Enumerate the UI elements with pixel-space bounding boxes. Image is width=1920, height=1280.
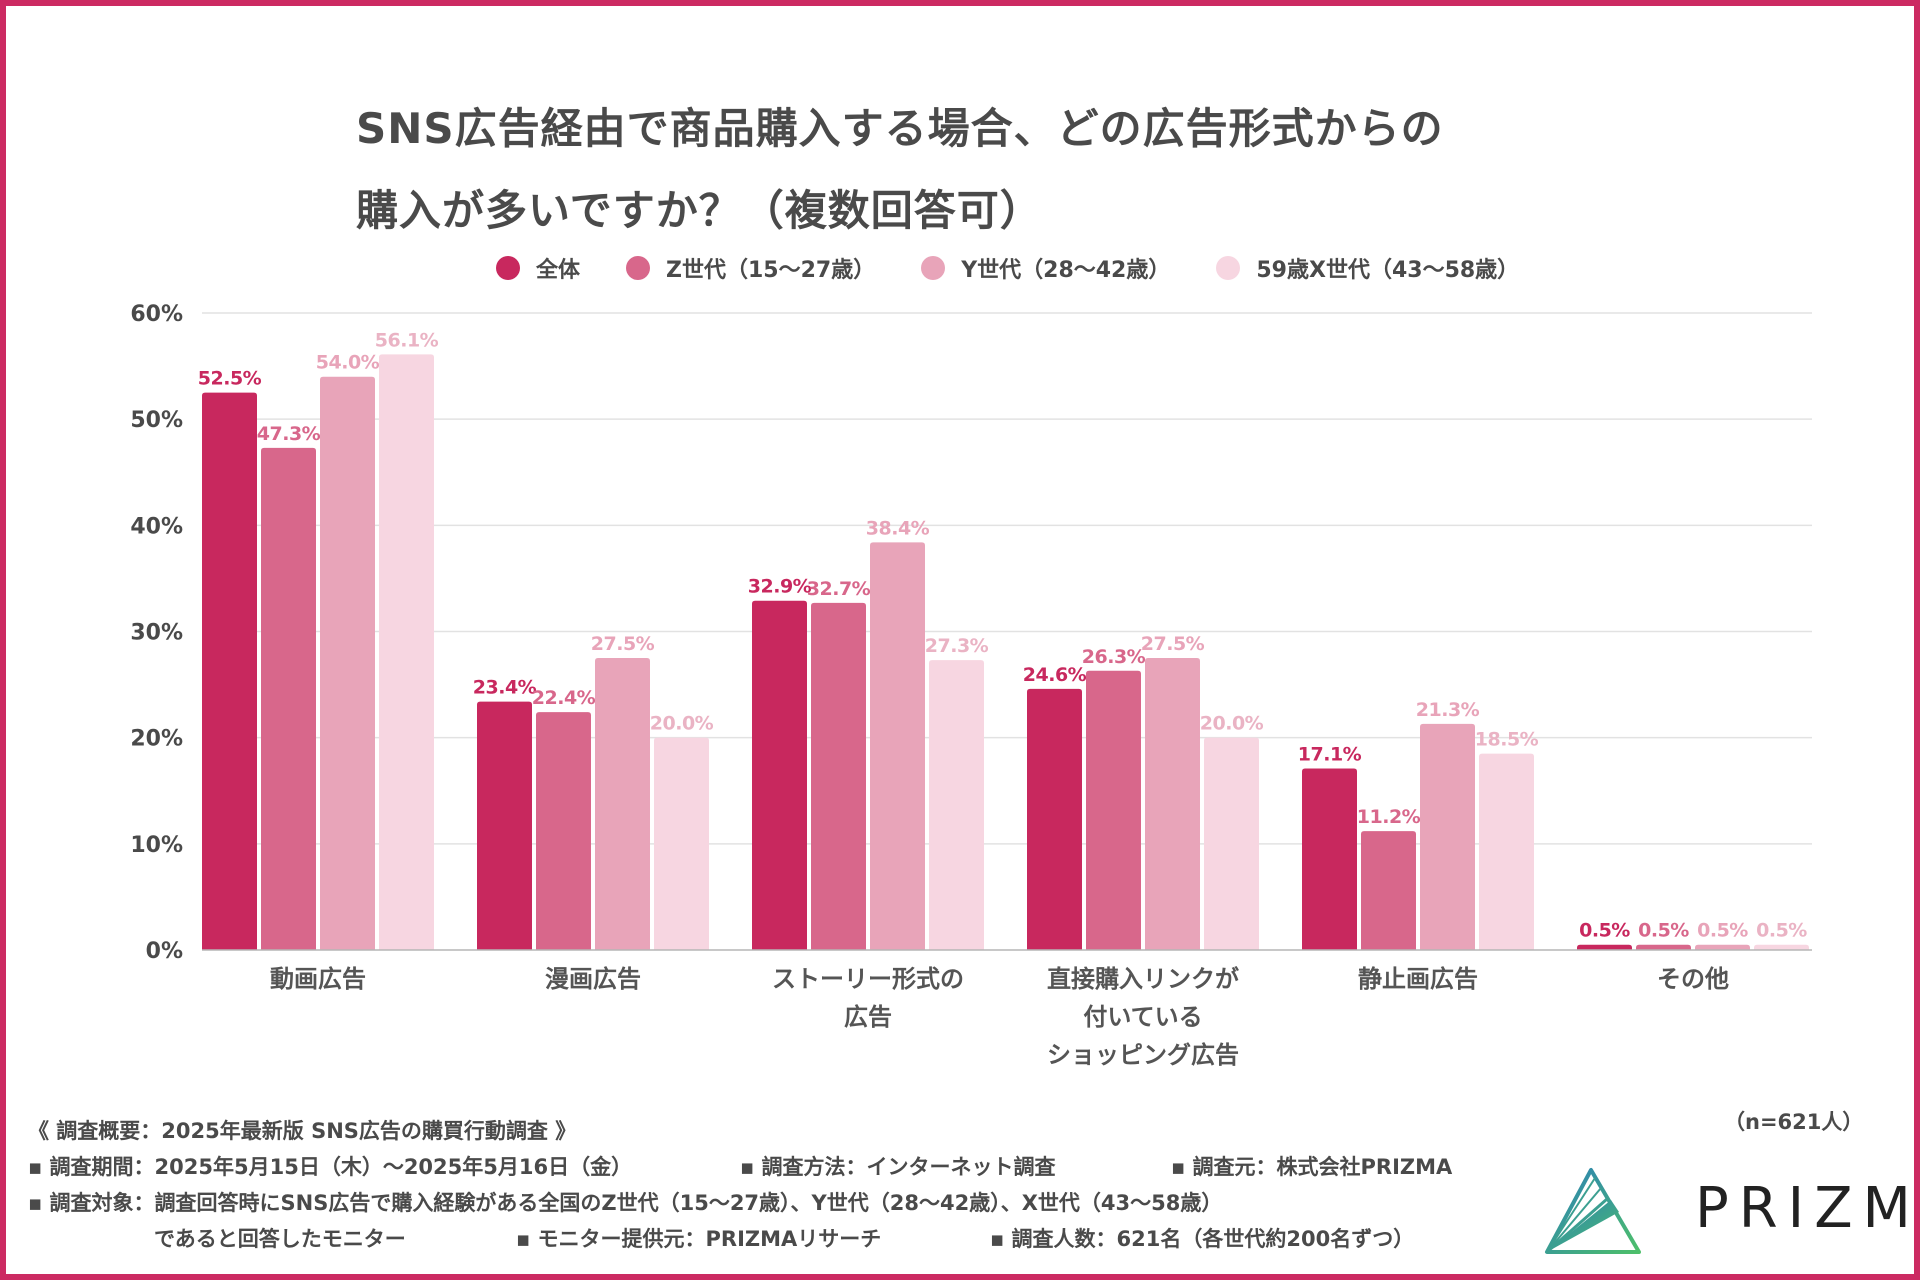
y-tick-label: 60% <box>130 302 183 327</box>
data-label: 20.0% <box>1200 713 1264 735</box>
bar <box>1636 944 1691 950</box>
data-label: 20.0% <box>650 713 714 735</box>
bar <box>1145 658 1200 950</box>
bar <box>870 542 925 950</box>
sample-size: （n=621人） <box>1724 1110 1864 1134</box>
data-label: 27.5% <box>591 633 655 655</box>
legend-item-all: 全体 <box>496 252 580 284</box>
bar <box>379 354 434 950</box>
category-label: 付いている <box>1083 1003 1202 1031</box>
legend: 全体 Z世代（15〜27歳） Y世代（28〜42歳） 59歳X世代（43〜58歳… <box>496 252 1565 284</box>
data-label: 26.3% <box>1082 646 1146 668</box>
bar <box>595 658 650 950</box>
bar <box>1479 753 1534 950</box>
category-label: 動画広告 <box>270 965 366 993</box>
y-tick-label: 30% <box>130 621 183 646</box>
survey-period: ▪ 調査期間：2025年5月15日（木）〜2025年5月16日（金） <box>28 1155 633 1179</box>
chart-title: SNS広告経由で商品購入する場合、どの広告形式からの 購入が多いですか？（複数回… <box>356 88 1656 252</box>
category-label: ショッピング広告 <box>1047 1041 1239 1069</box>
legend-label-gen-y: Y世代（28〜42歳） <box>961 258 1171 283</box>
bar <box>1204 737 1259 950</box>
bar <box>1577 944 1632 950</box>
legend-label-gen-z: Z世代（15〜27歳） <box>666 258 876 283</box>
y-tick-label: 10% <box>130 833 183 858</box>
data-label: 38.4% <box>866 517 930 539</box>
survey-count: ▪ 調査人数：621名（各世代約200名ずつ） <box>990 1227 1415 1251</box>
bar-chart: 0% 10% 20% 30% 40% 50% 60% 52.5% 23.4% 32.9% 24.6%… <box>130 302 1812 1069</box>
legend-item-gen-y: Y世代（28〜42歳） <box>921 252 1170 284</box>
prizma-logo: PRIZMΛ <box>1543 1166 1920 1256</box>
category-label: その他 <box>1657 965 1729 993</box>
bar <box>1027 688 1082 950</box>
survey-provider: ▪ モニター提供元：PRIZMAリサーチ <box>516 1227 882 1251</box>
data-label: 17.1% <box>1298 743 1362 765</box>
bar <box>654 737 709 950</box>
bar <box>1420 723 1475 950</box>
legend-swatch-gen-y <box>921 256 946 280</box>
prism-icon <box>1545 1168 1641 1254</box>
data-label: 23.4% <box>473 677 537 699</box>
data-label: 0.5% <box>1697 920 1748 942</box>
y-tick-label: 0% <box>146 939 183 964</box>
bar <box>752 600 807 950</box>
bar <box>261 447 316 950</box>
category-label: ストーリー形式の <box>772 965 964 993</box>
legend-item-gen-x: 59歳X世代（43〜58歳） <box>1216 252 1519 284</box>
legend-label-all: 全体 <box>536 258 581 283</box>
data-label: 47.3% <box>257 423 321 445</box>
legend-label-gen-x: 59歳X世代（43〜58歳） <box>1256 258 1520 283</box>
data-label: 54.0% <box>316 352 380 374</box>
bar <box>811 602 866 950</box>
y-tick-label: 40% <box>130 514 183 539</box>
survey-target-continued: であると回答したモニター <box>154 1227 406 1251</box>
bar <box>320 376 375 950</box>
bar <box>929 660 984 950</box>
bar <box>1695 944 1750 950</box>
data-label: 27.5% <box>1141 633 1205 655</box>
y-tick-label: 50% <box>130 408 183 433</box>
y-tick-label: 20% <box>130 727 183 752</box>
title-line-2: 購入が多いですか？（複数回答可） <box>356 186 1043 235</box>
data-label: 21.3% <box>1416 699 1480 721</box>
legend-swatch-gen-x <box>1216 256 1241 280</box>
survey-heading: 《 調査概要：2025年最新版 SNS広告の購買行動調査 》 <box>28 1119 577 1143</box>
data-label: 11.2% <box>1357 806 1421 828</box>
bar <box>1754 944 1809 950</box>
survey-source: ▪ 調査元：株式会社PRIZMA <box>1171 1155 1453 1179</box>
bar <box>202 392 257 950</box>
legend-swatch-gen-z <box>626 256 651 280</box>
bar <box>1302 768 1357 950</box>
data-label: 18.5% <box>1475 729 1539 751</box>
survey-footer: 《 調査概要：2025年最新版 SNS広告の購買行動調査 》 ▪ 調査期間：20… <box>28 1113 1452 1257</box>
category-label: 漫画広告 <box>545 965 641 993</box>
data-label: 32.7% <box>807 578 871 600</box>
data-label: 0.5% <box>1638 920 1689 942</box>
survey-method: ▪ 調査方法：インターネット調査 <box>740 1155 1056 1179</box>
bar <box>477 701 532 950</box>
legend-swatch-all <box>496 256 520 280</box>
category-label: 直接購入リンクが <box>1047 965 1239 993</box>
category-label: 静止画広告 <box>1358 965 1478 993</box>
data-label: 22.4% <box>532 687 596 709</box>
bar <box>1361 831 1416 950</box>
survey-target: ▪ 調査対象：調査回答時にSNS広告で購入経験がある全国のZ世代（15〜27歳）… <box>28 1191 1223 1215</box>
category-label: 広告 <box>844 1003 892 1031</box>
data-label: 0.5% <box>1756 920 1807 942</box>
data-label: 32.9% <box>748 576 812 598</box>
data-label: 27.3% <box>925 635 989 657</box>
logo-wordmark: PRIZMΛ <box>1695 1176 1920 1241</box>
data-label: 24.6% <box>1023 664 1087 686</box>
bar <box>1086 670 1141 950</box>
data-label: 0.5% <box>1579 920 1630 942</box>
title-line-1: SNS広告経由で商品購入する場合、どの広告形式からの <box>356 104 1444 153</box>
data-label: 56.1% <box>375 329 439 351</box>
data-label: 52.5% <box>198 368 262 390</box>
bar <box>536 712 591 950</box>
legend-item-gen-z: Z世代（15〜27歳） <box>626 252 875 284</box>
